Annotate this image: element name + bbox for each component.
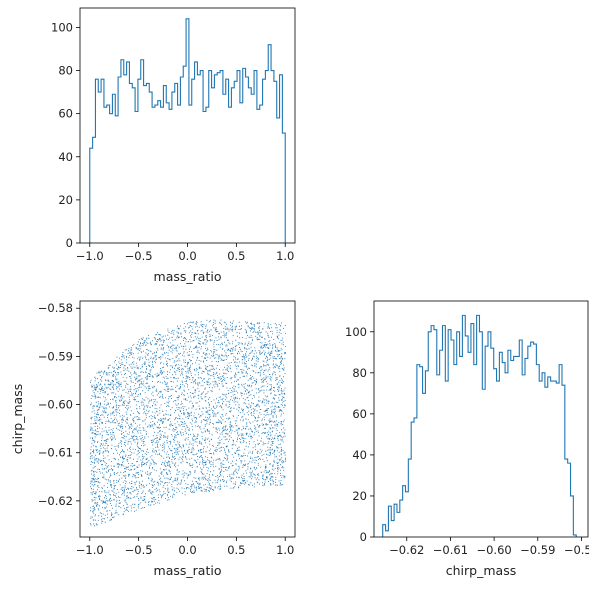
y-tick-label: −0.59 xyxy=(38,349,73,363)
x-tick-label: −0.58 xyxy=(564,543,589,557)
x-tick-label: 1.0 xyxy=(276,543,294,557)
x-tick-label: −0.61 xyxy=(433,543,468,557)
x-tick-label: 0.5 xyxy=(227,543,245,557)
y-tick-label: −0.62 xyxy=(38,494,73,508)
y-tick-label: 0 xyxy=(66,236,73,250)
y-tick-label: −0.61 xyxy=(38,446,73,460)
axes-frame xyxy=(79,300,296,538)
histogram-step-line xyxy=(89,18,286,243)
mass-ratio-histogram: −1.0 −0.5 0.0 0.5 1.0 0 20 40 60 80 100 mass_ratio xyxy=(51,7,296,284)
y-tick-label: 20 xyxy=(352,489,367,503)
y-tick-label: 20 xyxy=(58,193,73,207)
y-tick-label: 60 xyxy=(352,407,367,421)
x-axis-label: mass_ratio xyxy=(154,269,222,284)
y-tick-label: 40 xyxy=(352,448,367,462)
x-tick-label: −0.60 xyxy=(476,543,511,557)
x-tick-label: −0.59 xyxy=(520,543,555,557)
y-tick-label: 0 xyxy=(360,530,367,544)
x-tick-label: 0.0 xyxy=(178,249,196,263)
x-tick-label: −1.0 xyxy=(76,543,104,557)
x-axis-label: mass_ratio xyxy=(154,563,222,578)
axes-frame xyxy=(373,300,589,538)
y-tick-label: 100 xyxy=(51,20,73,34)
chirp-mass-histogram: −0.62 −0.61 −0.60 −0.59 −0.58 0 20 40 60 80 100 chi… xyxy=(345,300,589,578)
y-tick-label: 80 xyxy=(352,366,367,380)
x-axis-label: chirp_mass xyxy=(446,563,516,578)
y-tick-label: −0.60 xyxy=(38,398,73,412)
x-tick-label: −0.5 xyxy=(125,543,153,557)
x-tick-label: 1.0 xyxy=(276,249,294,263)
y-tick-label: 100 xyxy=(345,325,367,339)
mass-ratio-vs-chirp-mass-scatter: −1.0 −0.5 0.0 0.5 1.0 −0.62 −0.61 −0.60 −0.59 −0.… xyxy=(10,300,296,578)
scatter-points xyxy=(89,319,287,527)
y-tick-label: 60 xyxy=(58,107,73,121)
x-tick-label: −1.0 xyxy=(76,249,104,263)
axes-frame xyxy=(79,7,296,244)
y-tick-label: 80 xyxy=(58,64,73,78)
x-tick-label: −0.62 xyxy=(389,543,424,557)
x-tick-label: 0.5 xyxy=(227,249,245,263)
scatter-point xyxy=(89,319,287,527)
histogram-step-line xyxy=(382,314,577,537)
y-axis-label: chirp_mass xyxy=(10,384,25,454)
x-tick-label: 0.0 xyxy=(178,543,196,557)
y-tick-label: −0.58 xyxy=(38,301,73,315)
y-tick-label: 40 xyxy=(58,150,73,164)
x-tick-label: −0.5 xyxy=(125,249,153,263)
